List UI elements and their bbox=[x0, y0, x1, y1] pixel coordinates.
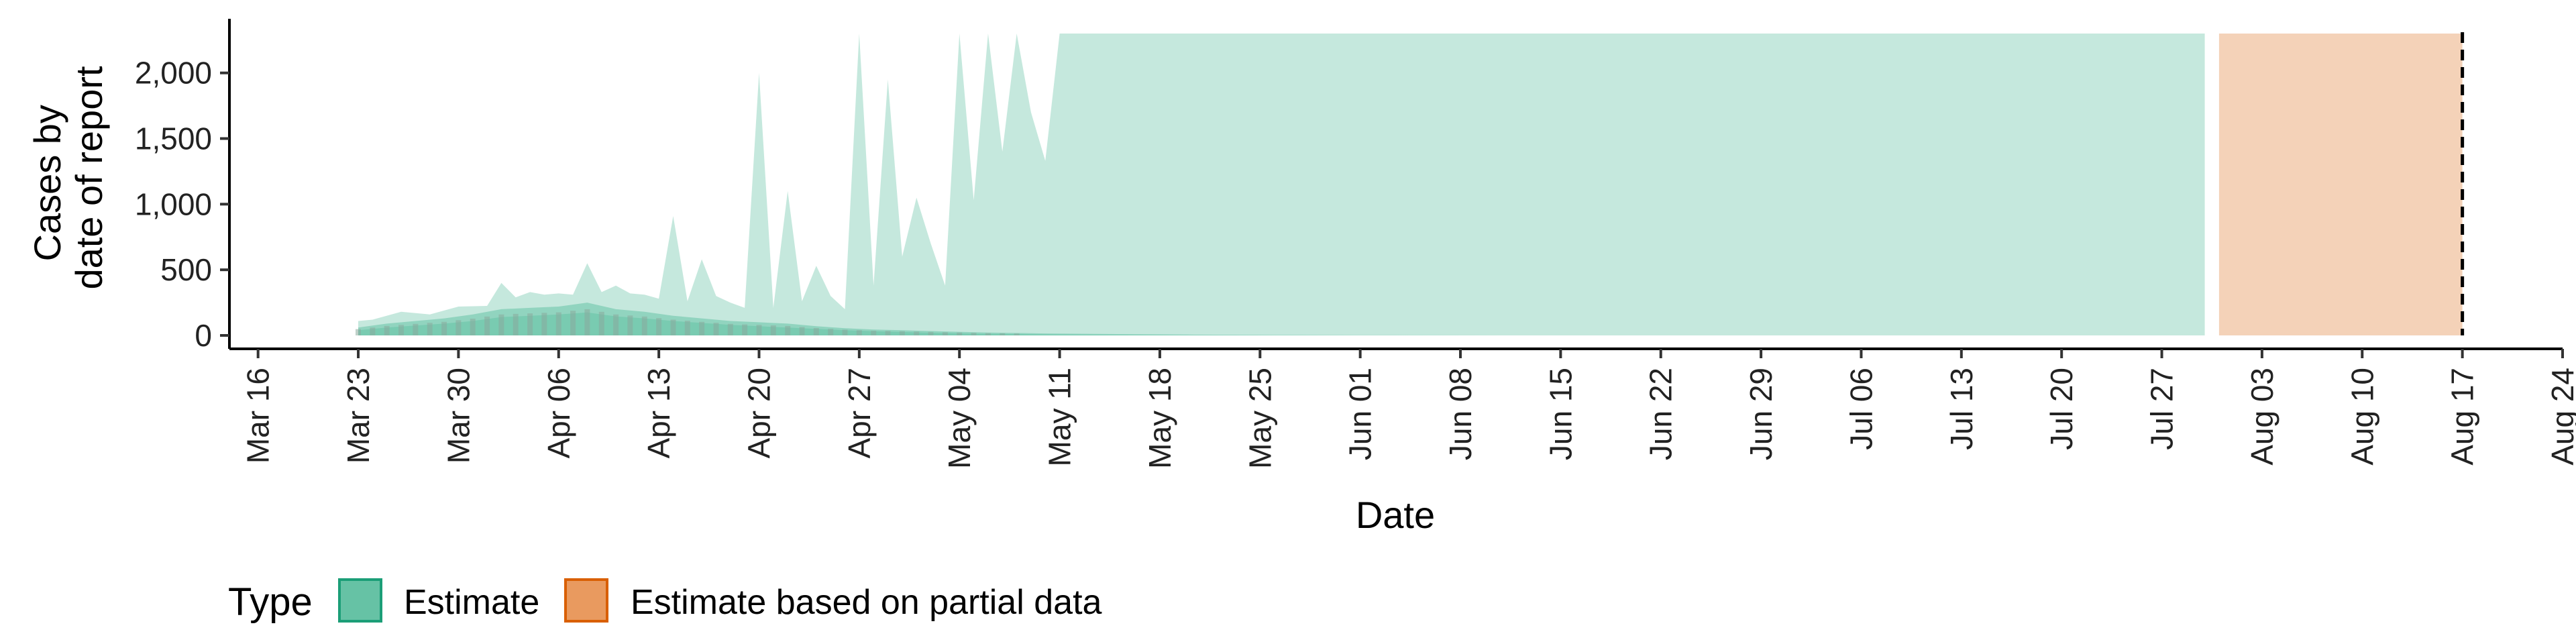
daily-mark bbox=[713, 323, 719, 335]
legend: Type Estimate Estimate based on partial … bbox=[228, 578, 1102, 624]
x-tick-label: Aug 24 bbox=[2545, 368, 2576, 466]
band-0 bbox=[358, 34, 2205, 335]
x-tick-label: Apr 13 bbox=[641, 368, 676, 459]
daily-mark bbox=[928, 331, 934, 335]
x-tick-label: Jul 13 bbox=[1944, 368, 1979, 450]
daily-mark bbox=[985, 333, 991, 335]
daily-mark bbox=[570, 311, 576, 335]
x-axis-ticks: Mar 16 Mar 23 Mar 30 Apr 06 Apr 13 Apr 20 Apr … bbox=[241, 349, 2576, 469]
daily-mark bbox=[398, 325, 404, 335]
daily-mark bbox=[555, 312, 561, 335]
x-axis-title: Date bbox=[1356, 494, 1435, 536]
daily-mark bbox=[656, 318, 662, 335]
daily-mark bbox=[541, 313, 547, 335]
daily-mark bbox=[470, 319, 476, 335]
daily-mark bbox=[799, 327, 805, 335]
daily-mark bbox=[885, 331, 891, 335]
daily-mark bbox=[699, 321, 705, 335]
x-tick-label: Jun 29 bbox=[1743, 368, 1778, 460]
daily-mark bbox=[1014, 333, 1020, 335]
x-tick-label: Apr 27 bbox=[842, 368, 877, 459]
y-axis-title: Cases by date of report bbox=[26, 66, 110, 290]
daily-mark bbox=[413, 323, 419, 335]
x-tick-label: Apr 20 bbox=[742, 368, 777, 459]
daily-mark bbox=[971, 333, 977, 335]
daily-stripes bbox=[356, 309, 1020, 335]
x-tick-label: Jul 20 bbox=[2044, 368, 2079, 450]
x-tick-label: Apr 06 bbox=[541, 368, 576, 459]
legend-swatch-estimate bbox=[338, 578, 382, 623]
daily-mark bbox=[441, 321, 447, 335]
y-tick-label: 1,000 bbox=[135, 186, 212, 221]
y-axis-title-line-1: Cases by bbox=[26, 105, 68, 261]
x-tick-label: Jun 08 bbox=[1443, 368, 1478, 460]
daily-mark bbox=[828, 329, 834, 335]
x-tick-label: May 25 bbox=[1242, 368, 1277, 469]
x-tick-label: Aug 17 bbox=[2445, 368, 2480, 466]
y-tick-label: 500 bbox=[160, 252, 212, 287]
x-tick-label: May 18 bbox=[1142, 368, 1177, 469]
x-tick-label: Jun 15 bbox=[1543, 368, 1578, 460]
x-tick-label: Aug 03 bbox=[2245, 368, 2279, 466]
daily-mark bbox=[871, 331, 877, 335]
daily-mark bbox=[527, 313, 533, 335]
daily-mark bbox=[584, 309, 590, 335]
daily-mark bbox=[498, 314, 504, 335]
daily-mark bbox=[356, 329, 361, 335]
daily-mark bbox=[627, 315, 633, 335]
x-tick-label: Jul 27 bbox=[2145, 368, 2180, 450]
daily-mark bbox=[942, 332, 948, 335]
daily-mark bbox=[742, 324, 748, 335]
legend-label-partial: Estimate based on partial data bbox=[631, 583, 1102, 622]
daily-mark bbox=[598, 311, 604, 335]
plot-area bbox=[358, 34, 2463, 335]
daily-mark bbox=[756, 325, 762, 335]
daily-mark bbox=[484, 316, 490, 335]
daily-mark bbox=[684, 321, 690, 335]
x-tick-label: Mar 16 bbox=[241, 368, 276, 464]
y-tick-label: 0 bbox=[195, 318, 212, 353]
x-tick-label: Jun 22 bbox=[1644, 368, 1678, 460]
daily-mark bbox=[370, 327, 376, 335]
y-tick-label: 2,000 bbox=[135, 56, 212, 91]
legend-swatch-partial bbox=[564, 578, 608, 623]
y-axis-ticks: 0 500 1,000 1,500 2,000 bbox=[135, 56, 229, 353]
legend-label-estimate: Estimate bbox=[404, 583, 539, 622]
daily-mark bbox=[957, 332, 963, 335]
x-tick-label: Mar 30 bbox=[441, 368, 476, 464]
y-tick-label: 1,500 bbox=[135, 121, 212, 156]
x-tick-label: May 11 bbox=[1042, 368, 1077, 466]
daily-mark bbox=[899, 331, 905, 335]
daily-mark bbox=[670, 319, 676, 335]
y-axis-title-line-2: date of report bbox=[68, 66, 110, 290]
x-tick-label: May 04 bbox=[942, 368, 977, 469]
daily-mark bbox=[384, 325, 390, 335]
daily-mark bbox=[641, 316, 647, 335]
daily-mark bbox=[455, 320, 462, 335]
x-tick-label: Aug 10 bbox=[2345, 368, 2379, 466]
x-tick-label: Jun 01 bbox=[1343, 368, 1378, 460]
band-3 bbox=[2218, 34, 2463, 335]
daily-mark bbox=[427, 323, 433, 335]
daily-mark bbox=[785, 325, 791, 335]
daily-mark bbox=[813, 328, 819, 335]
x-tick-label: Mar 23 bbox=[341, 368, 376, 464]
daily-mark bbox=[842, 329, 848, 335]
legend-title: Type bbox=[228, 580, 313, 624]
daily-mark bbox=[914, 331, 920, 335]
daily-mark bbox=[727, 323, 733, 335]
daily-mark bbox=[770, 325, 776, 335]
daily-mark bbox=[613, 314, 619, 335]
daily-mark bbox=[856, 330, 862, 335]
x-tick-label: Jul 06 bbox=[1844, 368, 1879, 450]
daily-mark bbox=[1000, 333, 1006, 335]
daily-mark bbox=[513, 313, 519, 335]
